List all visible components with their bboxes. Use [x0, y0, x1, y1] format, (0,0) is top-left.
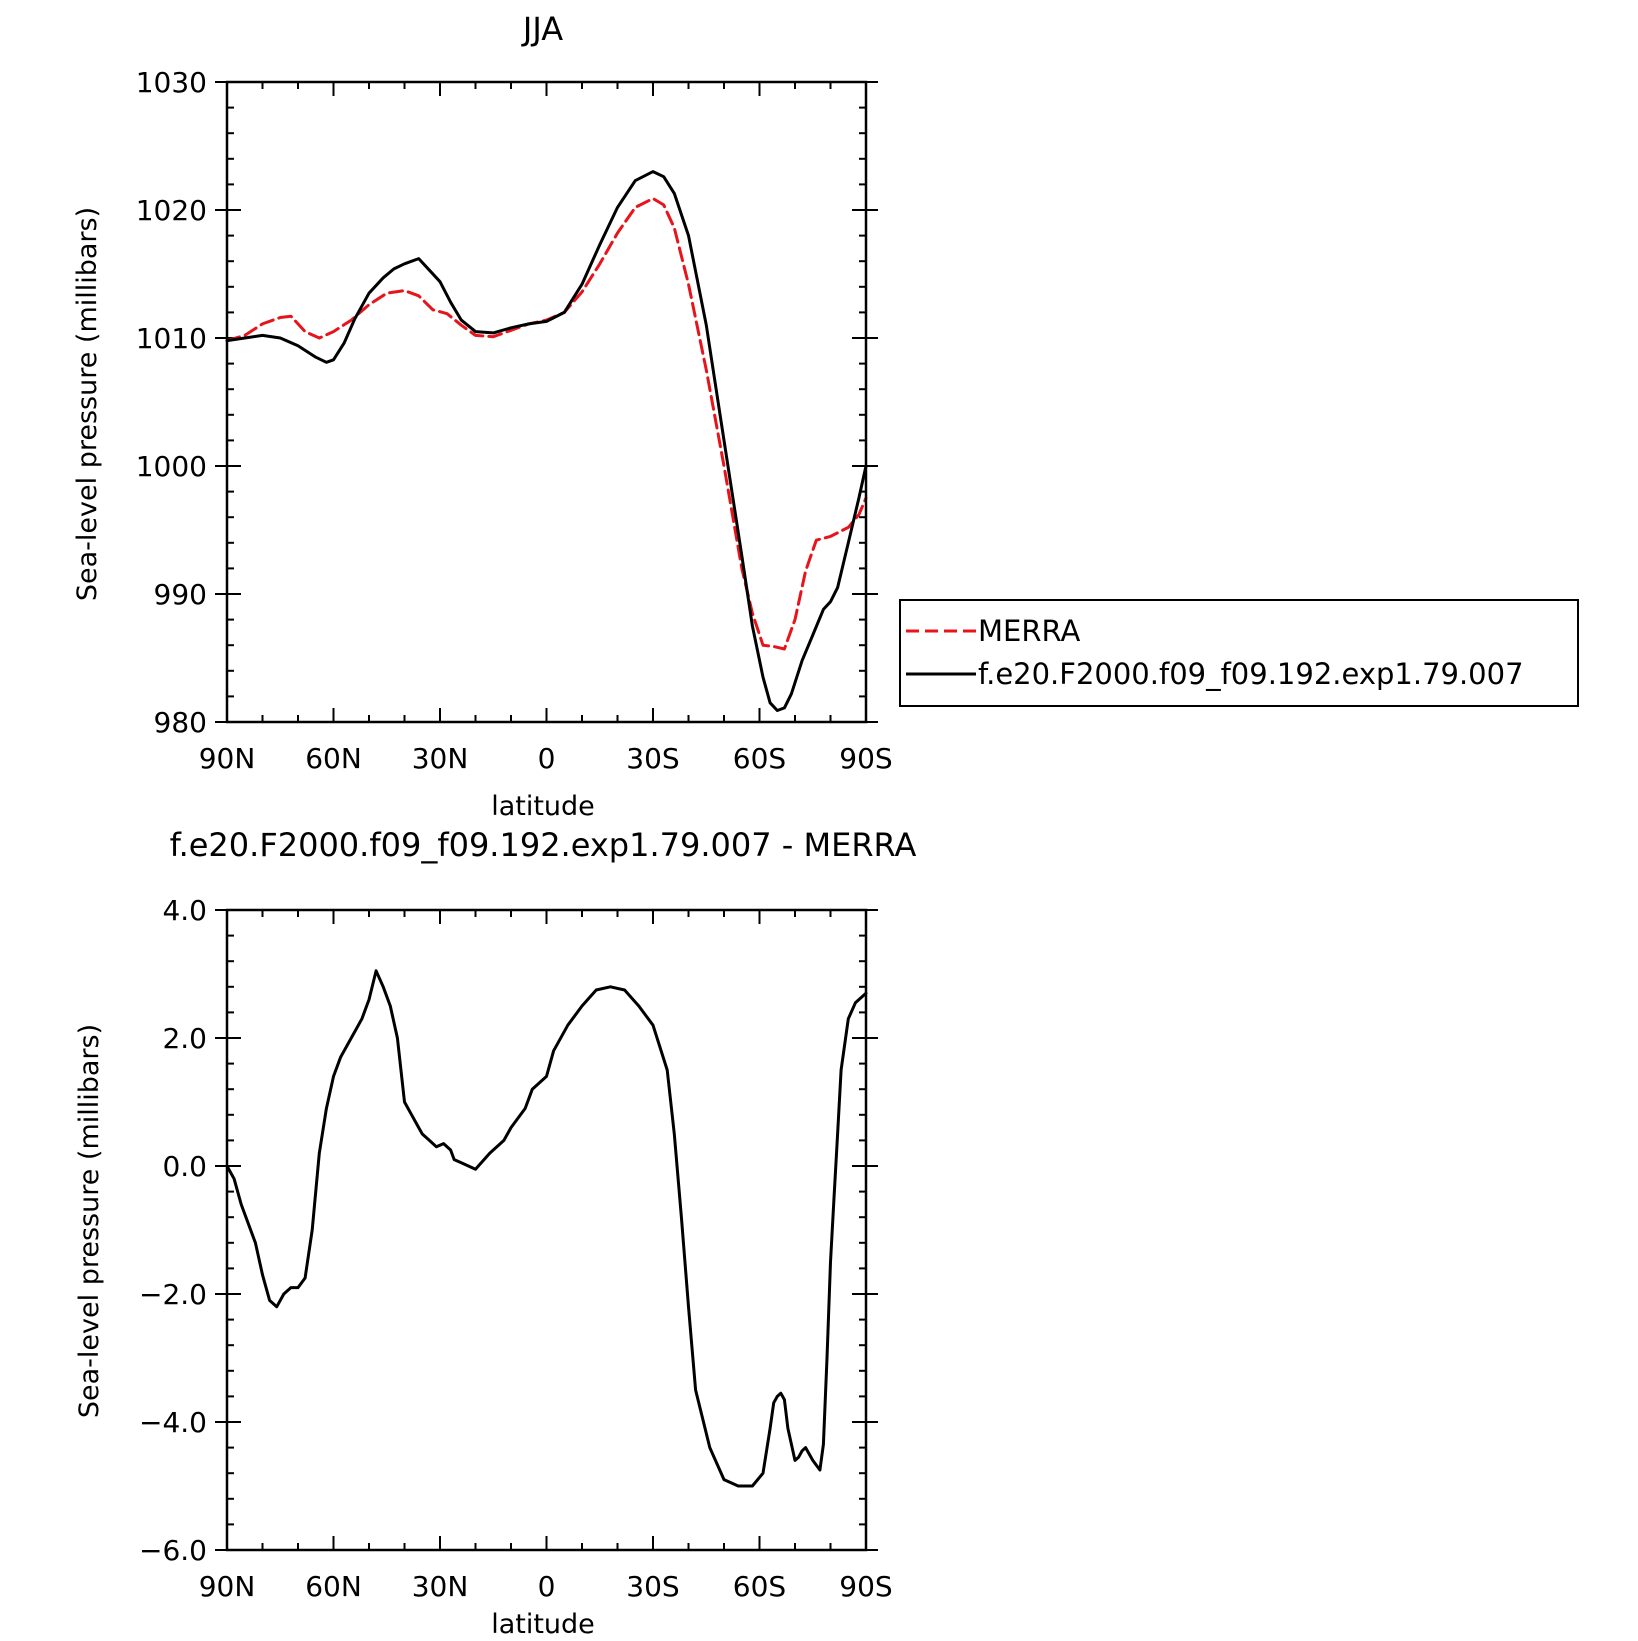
y-tick-label: 4.0: [162, 894, 207, 927]
x-tick-label: 0: [538, 1570, 556, 1603]
y-tick-label: 1000: [136, 450, 207, 483]
top-x-axis-label: latitude: [491, 791, 595, 822]
y-tick-label: 2.0: [162, 1022, 207, 1055]
top-tick-labels: 90N 60N 30N 0 30S 60S 90S 980 990 1000 1010 1020 103…: [136, 66, 893, 775]
y-tick-label: −2.0: [139, 1278, 207, 1311]
bottom-panel: f.e20.F2000.f09_f09.192.exp1.79.007 - ME…: [74, 826, 916, 1640]
y-tick-label: 980: [154, 706, 207, 739]
top-axis-ticks: [215, 81, 878, 723]
legend-model-label: f.e20.F2000.f09_f09.192.exp1.79.007: [978, 657, 1524, 691]
y-tick-label: 1030: [136, 66, 207, 99]
x-tick-label: 60S: [733, 742, 786, 775]
top-series-group: [225, 170, 868, 712]
legend-merra-label: MERRA: [978, 614, 1080, 648]
series-line-model: [225, 170, 868, 712]
legend-box: [899, 599, 1579, 707]
x-tick-label: 30S: [626, 742, 679, 775]
y-tick-label: 1020: [136, 194, 207, 227]
x-tick-label: 60S: [733, 1570, 786, 1603]
x-tick-label: 30N: [412, 1570, 469, 1603]
bottom-y-axis-label: Sea-level pressure (millibars): [74, 1024, 105, 1418]
y-tick-label: 0.0: [162, 1150, 207, 1183]
bottom-x-axis-label: latitude: [491, 1609, 595, 1640]
y-tick-label: −4.0: [139, 1406, 207, 1439]
bottom-axis-ticks: [215, 909, 878, 1551]
legend: MERRA f.e20.F2000.f09_f09.192.exp1.79.00…: [899, 599, 1579, 707]
top-panel: JJA 90N 60N 30N 0 30S 60S 90S 980 990 1000 1010 102…: [72, 10, 893, 822]
x-tick-label: 90N: [199, 1570, 256, 1603]
x-tick-label: 90S: [839, 742, 892, 775]
x-tick-label: 60N: [305, 742, 362, 775]
bottom-tick-labels: 90N 60N 30N 0 30S 60S 90S −6.0 −4.0 −2.0 0.0 2.0 4.0: [139, 894, 893, 1603]
x-tick-label: 30S: [626, 1570, 679, 1603]
y-tick-label: −6.0: [139, 1534, 207, 1567]
bottom-chart-title: f.e20.F2000.f09_f09.192.exp1.79.007 - ME…: [170, 826, 917, 864]
top-y-axis-label: Sea-level pressure (millibars): [72, 207, 103, 601]
x-tick-label: 90S: [839, 1570, 892, 1603]
top-plot-frame: [225, 80, 868, 724]
x-tick-label: 0: [538, 742, 556, 775]
bottom-plot-frame: [225, 908, 868, 1552]
series-line-merra: [225, 197, 868, 651]
series-line-model: [225, 969, 868, 1488]
y-tick-label: 990: [154, 578, 207, 611]
x-tick-label: 90N: [199, 742, 256, 775]
bottom-series-group: [225, 969, 868, 1488]
top-chart-title: JJA: [521, 10, 563, 48]
x-tick-label: 30N: [412, 742, 469, 775]
x-tick-label: 60N: [305, 1570, 362, 1603]
y-tick-label: 1010: [136, 322, 207, 355]
